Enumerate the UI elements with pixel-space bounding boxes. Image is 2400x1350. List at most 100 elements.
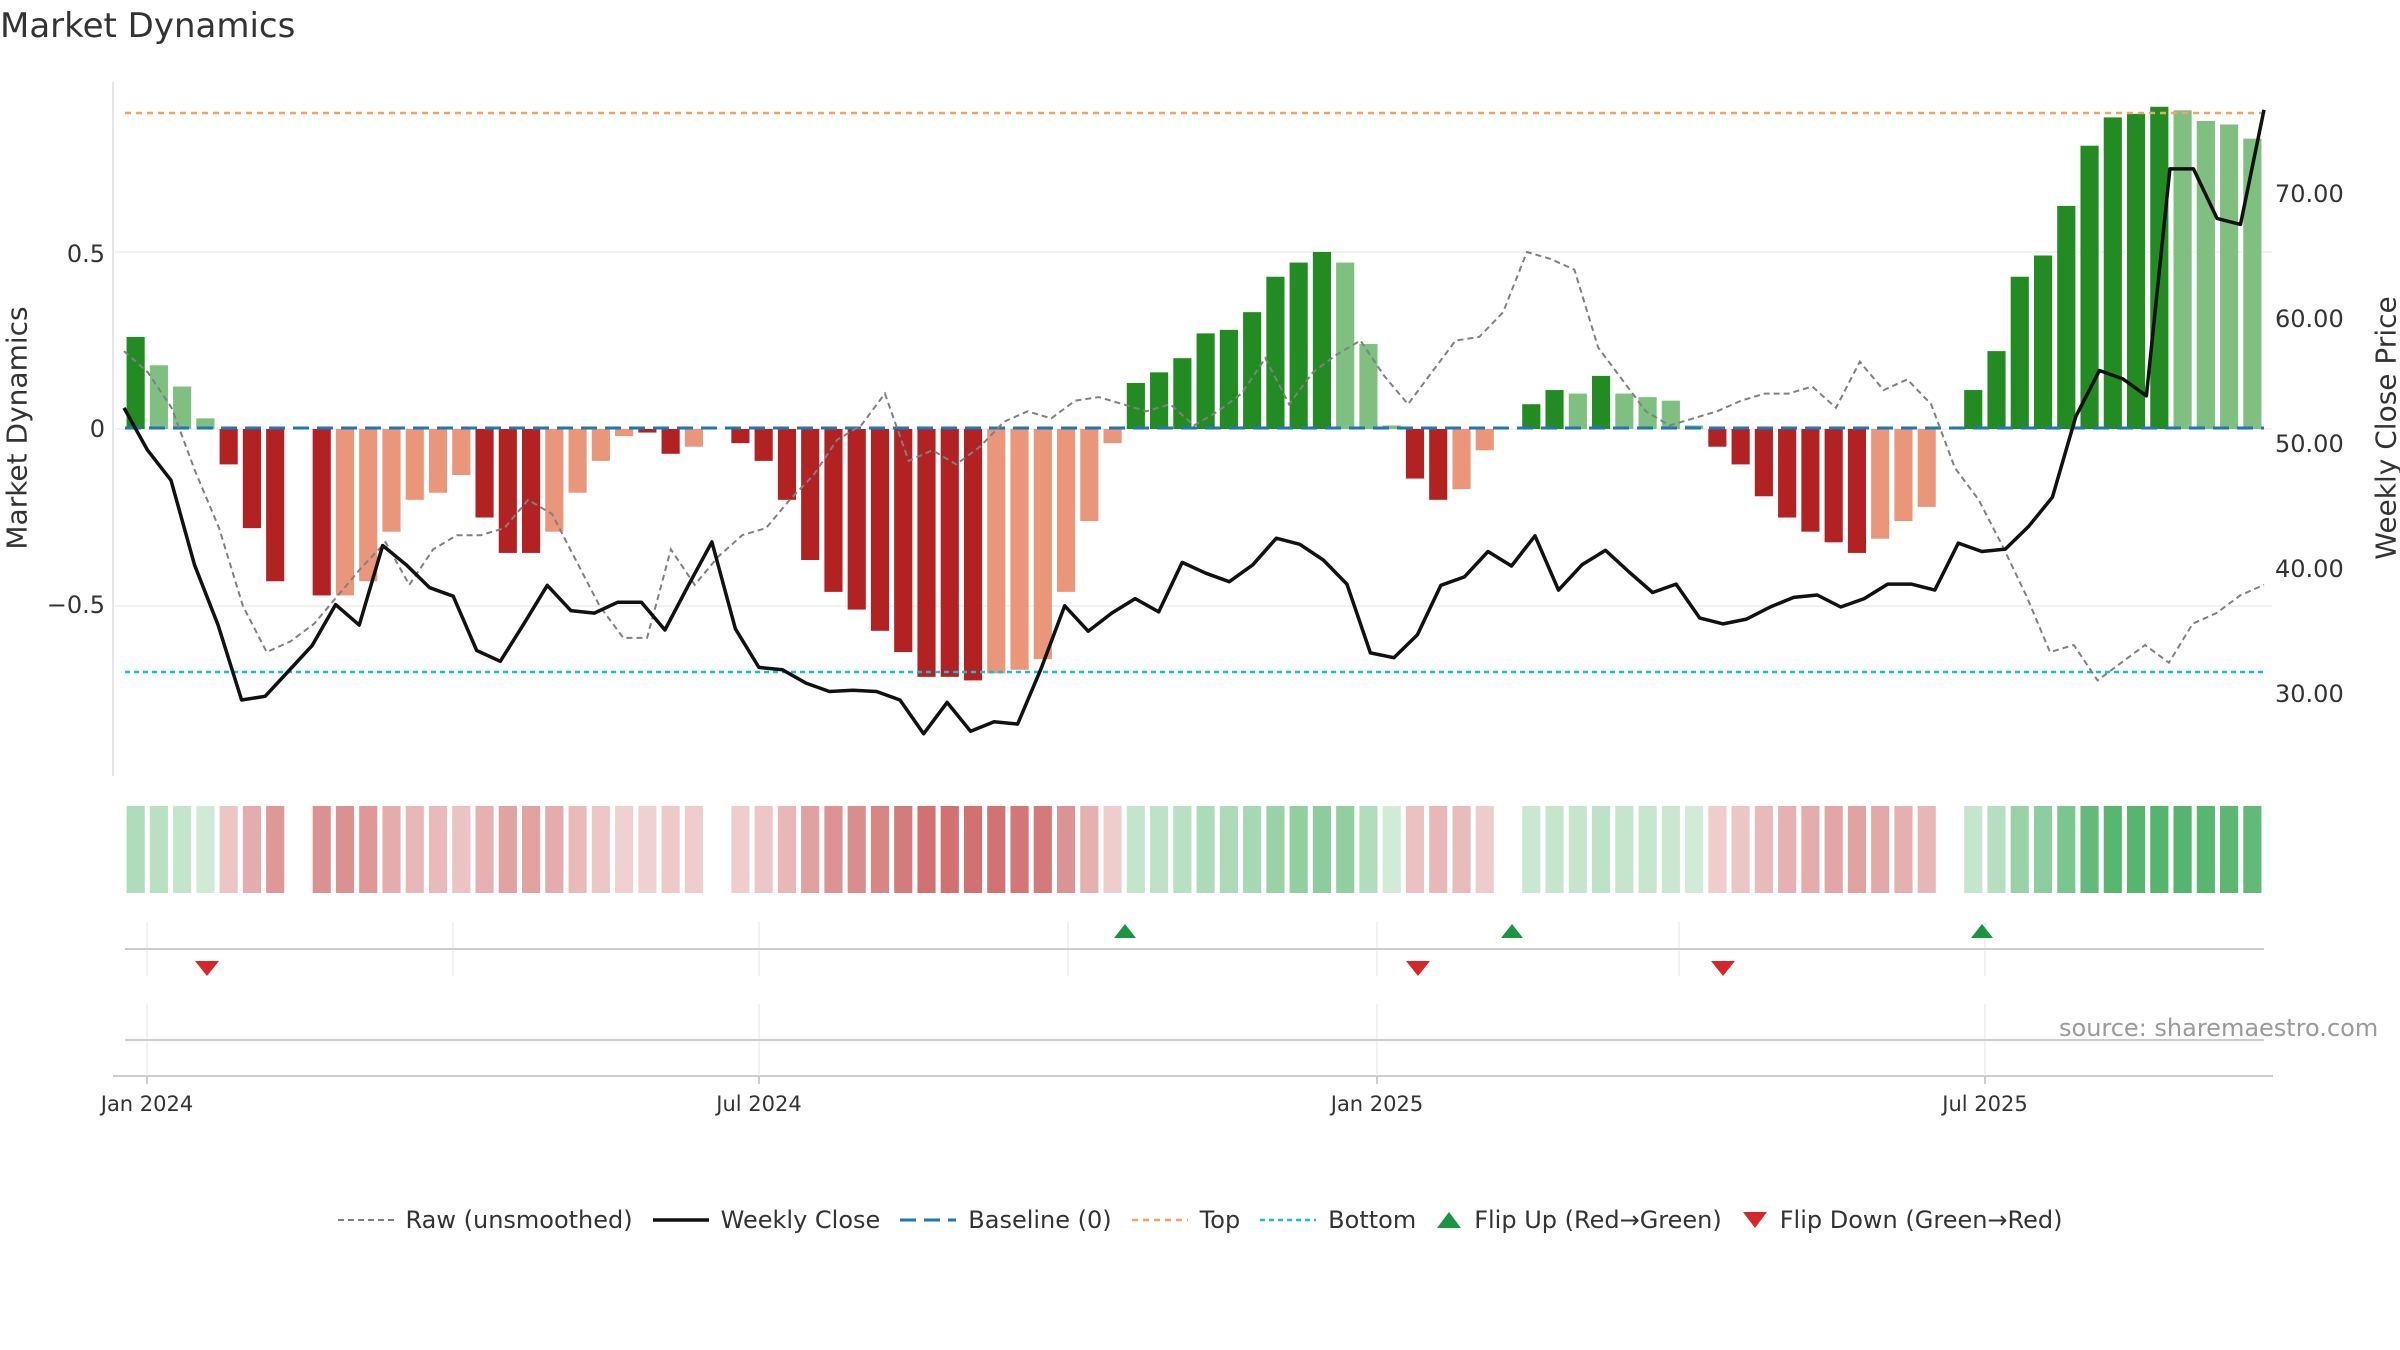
baseline-swatch — [900, 1218, 957, 1222]
right-axis-title: Weekly Close Price — [2369, 296, 2400, 560]
regime-cell — [1219, 806, 1238, 893]
regime-cell — [1010, 806, 1029, 893]
regime-cell — [335, 806, 355, 893]
legend-label: Top — [1199, 1206, 1241, 1234]
dynamics-bar — [2196, 120, 2215, 430]
dynamics-bar — [801, 429, 820, 561]
regime-cell — [1591, 806, 1611, 893]
dynamics-bar — [940, 429, 959, 677]
dynamics-bar — [266, 429, 285, 582]
regime-cell — [1801, 806, 1820, 893]
dynamics-bar — [1219, 329, 1238, 429]
flip-down-marker — [1406, 961, 1430, 976]
dynamics-bar — [1405, 429, 1425, 479]
dynamics-bar — [1731, 429, 1750, 465]
dynamics-bar — [1754, 429, 1773, 497]
regime-cell — [219, 806, 238, 893]
dynamics-bar — [638, 429, 657, 433]
regime-cell — [1126, 806, 1145, 893]
dynamics-bar — [126, 336, 145, 429]
dynamics-bar — [2080, 145, 2099, 430]
regime-cell — [1987, 806, 2006, 893]
regime-cell — [1289, 806, 1308, 893]
regime-cell — [1824, 806, 1843, 893]
dynamics-bar — [824, 429, 843, 592]
regime-cell — [2103, 806, 2122, 893]
right-tick-label: 60.00 — [2275, 305, 2344, 333]
right-tick-label: 40.00 — [2275, 555, 2344, 583]
regime-cell — [1615, 806, 1634, 893]
regime-cell — [801, 806, 820, 893]
regime-cell — [1685, 806, 1704, 893]
x-tick-label: Jul 2024 — [714, 1092, 801, 1116]
regime-cell — [1847, 806, 1867, 893]
dynamics-bar — [917, 429, 936, 677]
x-axis: Jan 2024 Jul 2024 Jan 2025 Jul 2025 — [99, 1075, 2273, 1116]
dynamics-bar — [1196, 333, 1215, 429]
empty-panel — [125, 1004, 2264, 1074]
dynamics-bar — [1475, 429, 1494, 451]
regime-cell — [428, 806, 448, 893]
regime-cell — [2126, 806, 2146, 893]
left-tick-label: 0.5 — [67, 240, 105, 268]
regime-cell — [266, 806, 285, 893]
regime-cell — [894, 806, 913, 893]
dynamics-bar — [1289, 262, 1308, 429]
regime-cell — [1708, 806, 1727, 893]
regime-cell — [1150, 806, 1169, 893]
dynamics-bar — [1824, 429, 1843, 543]
dynamics-bar — [196, 418, 215, 429]
regime-cell — [1173, 806, 1192, 893]
dynamics-bar — [2243, 138, 2262, 429]
dynamics-bar — [591, 429, 610, 461]
regime-cell — [1638, 806, 1657, 893]
dynamics-bar — [1778, 429, 1797, 518]
legend-item-baseline: Baseline (0) — [900, 1206, 1112, 1234]
regime-cell — [1661, 806, 1680, 893]
flip-up-marker — [1501, 924, 1523, 938]
flip-panel — [125, 922, 2264, 976]
regime-cell — [731, 806, 750, 893]
regime-cell — [196, 806, 215, 893]
dynamics-bar — [847, 429, 866, 610]
regime-cell — [661, 806, 680, 893]
legend-label: Flip Down (Green→Red) — [1779, 1206, 2063, 1234]
dynamics-bar — [1243, 312, 1262, 429]
dynamics-bar — [987, 429, 1006, 674]
regime-cell — [1196, 806, 1215, 893]
dynamics-bar — [661, 429, 680, 454]
dynamics-bar — [498, 429, 517, 553]
dynamics-bar — [1894, 429, 1913, 522]
regime-cell — [521, 806, 541, 893]
dynamics-bar — [1522, 404, 1541, 429]
dynamics-bar — [754, 429, 773, 461]
dynamics-bar — [1010, 429, 1029, 670]
regime-cell — [824, 806, 843, 893]
source-note: source: sharemaestro.com — [2059, 1014, 2379, 1042]
dynamics-bar — [1871, 429, 1890, 539]
x-tick-label: Jul 2025 — [1940, 1092, 2027, 1116]
dynamics-bar — [1056, 429, 1076, 592]
dynamics-bar — [2033, 255, 2053, 429]
dynamics-bar — [568, 429, 587, 493]
left-axis-title: Market Dynamics — [0, 306, 34, 550]
regime-cell — [1266, 806, 1285, 893]
dynamics-bar — [1033, 429, 1052, 660]
regime-cell — [1452, 806, 1471, 893]
regime-cell — [2243, 806, 2262, 893]
regime-cell — [2033, 806, 2053, 893]
dynamics-bar — [2220, 124, 2239, 429]
regime-cell — [917, 806, 936, 893]
triangle-down-icon — [1742, 1212, 1767, 1228]
right-tick-label: 30.00 — [2275, 680, 2344, 708]
legend-item-bottom: Bottom — [1260, 1206, 1416, 1234]
regime-cell — [568, 806, 587, 893]
dynamics-bar — [1801, 429, 1820, 532]
regime-cell — [777, 806, 797, 893]
regime-cell — [1894, 806, 1913, 893]
dynamics-bar — [1452, 429, 1471, 490]
regime-cell — [870, 806, 890, 893]
regime-cell — [591, 806, 610, 893]
dynamics-bar — [1173, 358, 1192, 429]
regime-cell — [382, 806, 401, 893]
